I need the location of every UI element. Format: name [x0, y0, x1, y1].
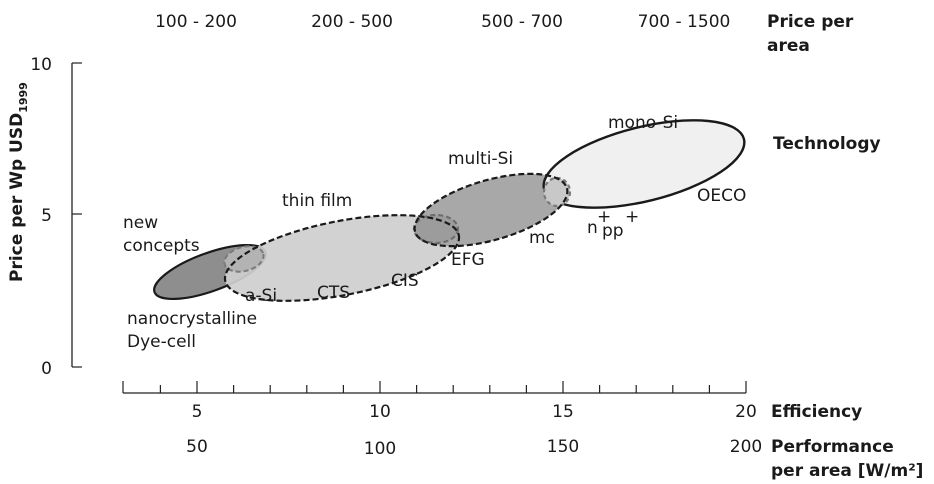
cts-label: CTS: [317, 283, 350, 303]
new-concepts-label: concepts: [123, 236, 200, 256]
performance-tick-label: 200: [730, 437, 762, 457]
multi-si-outline: [413, 172, 569, 248]
technology-label: Technology: [773, 134, 881, 154]
top-axis-label: Price per: [767, 12, 854, 32]
overlap-mc: [542, 176, 572, 208]
price-range-label: 200 - 500: [311, 12, 393, 32]
price-range-label: 100 - 200: [155, 12, 237, 32]
thin-film-label: thin film: [282, 191, 352, 211]
y-axis-title-main: Price per Wp USD: [7, 113, 27, 282]
a-si-label: a-Si: [245, 286, 277, 306]
oeco-label: OECO: [697, 186, 746, 206]
efficiency-tick-label: 20: [735, 402, 757, 422]
multi-si-label: multi-Si: [448, 149, 513, 169]
overlap-a-si: [223, 245, 265, 273]
performance-axis-label: per area [W/m²]: [771, 461, 923, 481]
y-axis-title-subscript: 1999: [17, 82, 30, 113]
y-tick-label: 0: [41, 359, 52, 379]
dye-cell-label: Dye-cell: [127, 332, 196, 352]
cis-label: CIS: [391, 271, 419, 291]
performance-axis-label: Performance: [771, 437, 894, 457]
performance-tick-label: 100: [364, 439, 396, 459]
nanocrystalline-label: nanocrystalline: [127, 309, 257, 329]
n-label: n: [587, 218, 598, 238]
y-axis-title: Price per Wp USD1999: [7, 82, 30, 282]
performance-tick-label: 50: [186, 437, 208, 457]
top-axis-label: area: [767, 36, 810, 56]
mc-label: mc: [529, 228, 555, 248]
performance-tick-label: 150: [547, 437, 579, 457]
mono-si-label: mono-Si: [608, 113, 678, 133]
y-tick-label: 10: [30, 55, 52, 75]
pp-label: pp: [602, 221, 624, 241]
thin-film-outline: [223, 214, 461, 302]
x-minor-ticks: [159, 381, 747, 393]
plus-sign: +: [597, 207, 611, 227]
efg-label: EFG: [451, 250, 485, 270]
price-range-label: 500 - 700: [481, 12, 563, 32]
efficiency-tick-label: 15: [552, 402, 574, 422]
new-concepts-label: new: [123, 213, 158, 233]
efficiency-tick-label: 10: [369, 402, 391, 422]
plus-sign: +: [625, 207, 639, 227]
price-range-label: 700 - 1500: [638, 12, 731, 32]
efficiency-tick-label: 5: [192, 402, 203, 422]
y-tick-label: 5: [41, 206, 52, 226]
efficiency-axis-label: Efficiency: [771, 402, 862, 422]
